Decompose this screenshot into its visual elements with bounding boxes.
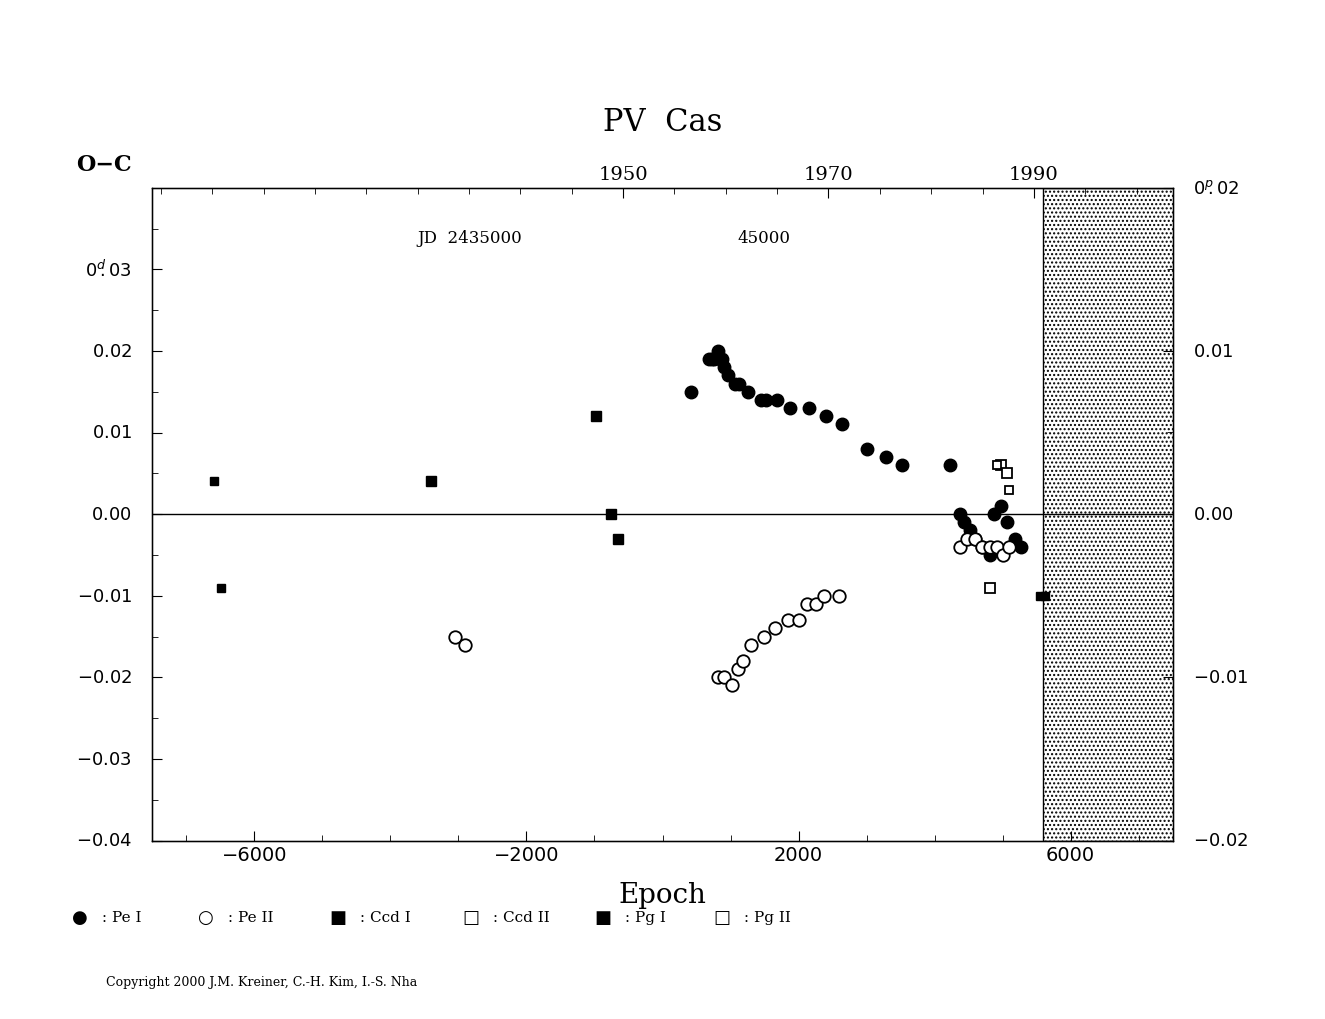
Text: ■: ■ — [330, 908, 346, 926]
Text: $0^p\!\!.02$: $0^p\!\!.02$ — [1192, 179, 1240, 198]
Text: 45000: 45000 — [737, 229, 790, 247]
Text: $-0.02$: $-0.02$ — [77, 668, 132, 687]
Text: $-0.01$: $-0.01$ — [77, 587, 132, 605]
Text: : Pe I: : Pe I — [97, 910, 142, 924]
Text: : Pg I: : Pg I — [620, 910, 666, 924]
Text: $0.00$: $0.00$ — [1192, 505, 1234, 524]
Text: □: □ — [462, 908, 478, 926]
X-axis label: Epoch: Epoch — [619, 881, 706, 908]
Text: ■: ■ — [595, 908, 611, 926]
Text: $0.01$: $0.01$ — [1192, 342, 1234, 361]
Text: : Pe II: : Pe II — [223, 910, 273, 924]
Text: Copyright 2000 J.M. Kreiner, C.-H. Kim, I.-S. Nha: Copyright 2000 J.M. Kreiner, C.-H. Kim, … — [106, 975, 417, 988]
Text: $-0.01$: $-0.01$ — [1192, 668, 1248, 687]
Text: $0^d\!\!.03$: $0^d\!\!.03$ — [85, 260, 132, 280]
Bar — [1043, 189, 1179, 841]
Text: : Pg II: : Pg II — [739, 910, 791, 924]
Text: ○: ○ — [197, 908, 213, 926]
Text: : Ccd II: : Ccd II — [488, 910, 550, 924]
Text: $-0.02$: $-0.02$ — [1192, 832, 1248, 850]
Text: $0.02$: $0.02$ — [91, 342, 132, 361]
Text: JD  2435000: JD 2435000 — [417, 229, 522, 247]
Text: □: □ — [714, 908, 730, 926]
Text: $0.00$: $0.00$ — [91, 505, 132, 524]
Text: $-0.04$: $-0.04$ — [76, 832, 132, 850]
Text: $0.01$: $0.01$ — [91, 424, 132, 442]
Text: $-0.03$: $-0.03$ — [77, 750, 132, 768]
Text: PV  Cas: PV Cas — [603, 107, 722, 138]
Text: ●: ● — [72, 908, 87, 926]
Text: O−C: O−C — [76, 154, 131, 175]
Text: : Ccd I: : Ccd I — [355, 910, 411, 924]
